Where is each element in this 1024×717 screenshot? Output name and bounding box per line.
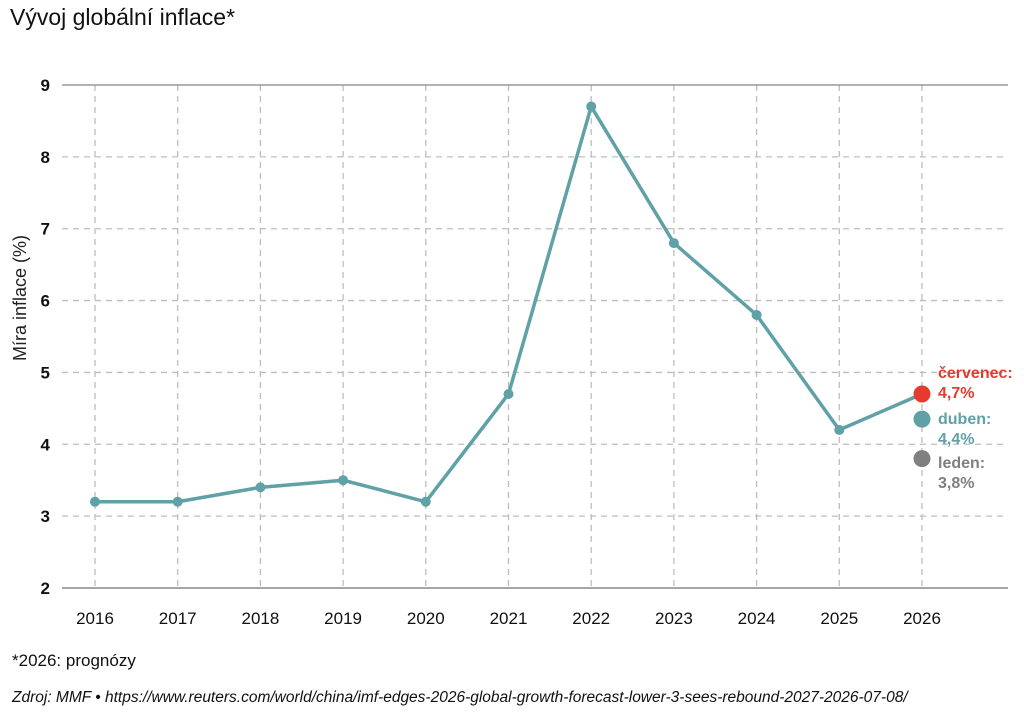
y-tick-labels: 2 3 4 5 6 7 8 9	[41, 76, 51, 598]
data-point	[503, 388, 514, 399]
y-tick-label: 9	[41, 76, 50, 95]
x-tick-label: 2023	[655, 609, 693, 628]
y-tick-label: 3	[41, 507, 50, 526]
y-tick-label: 8	[41, 148, 50, 167]
series-line	[90, 101, 923, 507]
y-tick-label: 5	[41, 363, 50, 382]
data-point	[172, 496, 183, 507]
y-axis-label: Míra inflace (%)	[10, 235, 30, 361]
forecast-marker	[913, 385, 931, 403]
y-tick-label: 6	[41, 292, 50, 311]
data-point	[834, 424, 845, 435]
axes	[62, 84, 1008, 589]
source-note: Zdroj: MMF • https://www.reuters.com/wor…	[12, 689, 908, 706]
x-tick-label: 2020	[407, 609, 445, 628]
forecast-label: duben:	[938, 411, 991, 428]
x-tick-labels: 2016 2017 2018 2019 2020 2021 2022 2023 2024 2025…	[76, 609, 941, 628]
y-tick-label: 2	[41, 579, 50, 598]
x-tick-label: 2019	[324, 609, 362, 628]
forecast-marker	[913, 450, 931, 468]
forecast-value: 3,8%	[938, 475, 974, 492]
data-point	[586, 101, 597, 112]
x-tick-label: 2026	[903, 609, 941, 628]
x-tick-label: 2024	[738, 609, 776, 628]
data-point	[338, 475, 349, 486]
data-point	[668, 238, 679, 249]
data-point	[751, 309, 762, 320]
footnote: *2026: prognózy	[12, 651, 136, 670]
forecast-value: 4,7%	[938, 385, 974, 402]
data-point	[420, 496, 431, 507]
y-tick-label: 4	[41, 435, 51, 454]
y-tick-label: 7	[41, 220, 50, 239]
x-tick-label: 2016	[76, 609, 114, 628]
forecast-marker	[913, 410, 931, 428]
data-point	[90, 496, 100, 507]
forecast-label: leden:	[938, 455, 985, 472]
x-tick-label: 2017	[159, 609, 197, 628]
grid	[62, 85, 1008, 588]
forecast-value: 4,4%	[938, 431, 974, 448]
data-point	[255, 482, 266, 493]
x-tick-label: 2025	[820, 609, 858, 628]
x-tick-label: 2018	[241, 609, 279, 628]
chart-title: Vývoj globální inflace*	[10, 4, 236, 30]
x-tick-label: 2022	[572, 609, 610, 628]
forecast-markers: červenec: 4,7% duben: 4,4% leden: 3,8%	[913, 365, 1013, 492]
x-tick-label: 2021	[490, 609, 528, 628]
forecast-label: červenec:	[938, 365, 1013, 382]
